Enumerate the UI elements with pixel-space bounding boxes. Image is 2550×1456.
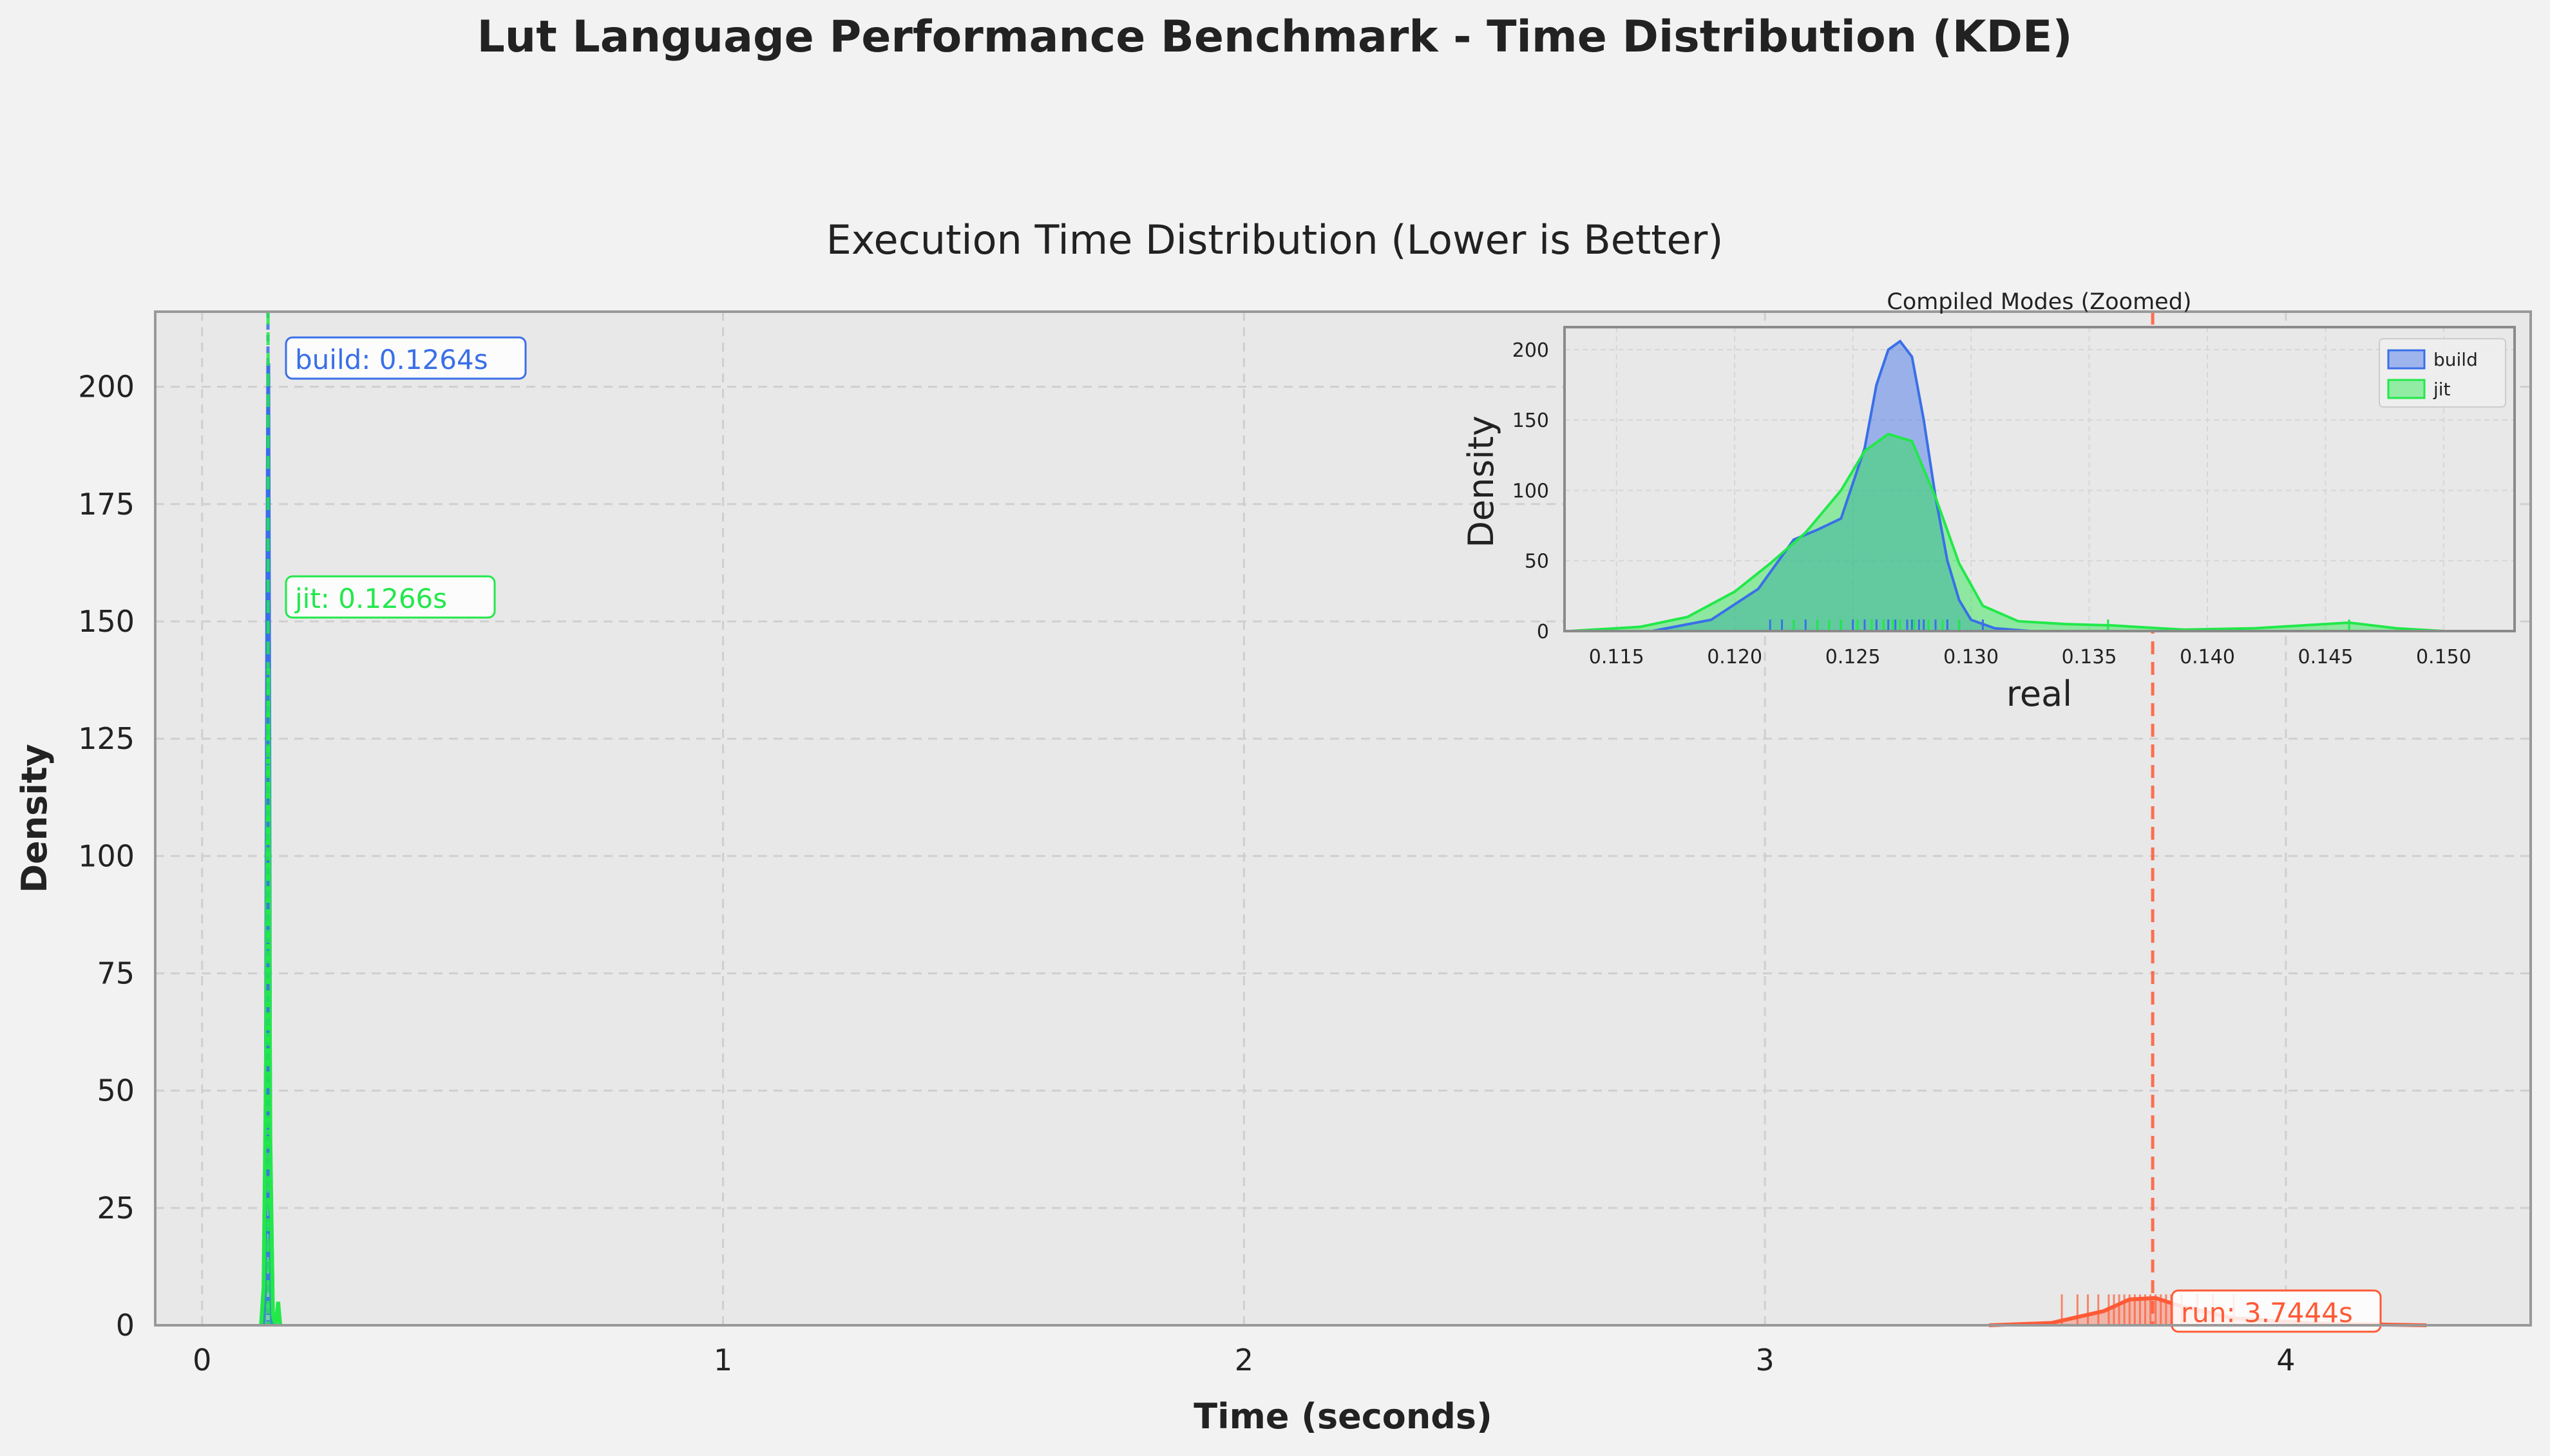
- inset-density-area-build: [1651, 341, 2030, 631]
- inset-x-axis-label: real: [2006, 674, 2072, 714]
- inset-y-axis-label: Density: [1461, 415, 1501, 547]
- inset-title: Compiled Modes (Zoomed): [1887, 289, 2191, 315]
- figure-suptitle: Lut Language Performance Benchmark - Tim…: [477, 12, 2072, 62]
- inset-legend: build jit: [2379, 338, 2506, 408]
- inset-x-tick-label: 0.150: [2416, 646, 2471, 668]
- main-chart-title: Execution Time Distribution (Lower is Be…: [826, 216, 1724, 263]
- inset-chart: Compiled Modes (Zoomed) 0.115 0.120 0.125 0…: [1461, 289, 2516, 714]
- inset-y-tick-label: 150: [1512, 410, 1549, 432]
- main-y-tick-label: 50: [97, 1073, 135, 1108]
- inset-x-tick-label: 0.140: [2180, 646, 2235, 668]
- main-y-tick-label: 125: [78, 721, 135, 756]
- main-annotation-build: build: 0.1264s: [295, 344, 488, 375]
- inset-plot-frame: [1563, 326, 2516, 632]
- inset-legend-label-jit: jit: [2433, 379, 2451, 400]
- main-y-tick-label: 0: [116, 1308, 135, 1343]
- inset-x-tick-label: 0.120: [1707, 646, 1762, 668]
- inset-density-line-jit: [1569, 432, 2444, 632]
- inset-x-tick-label: 0.115: [1589, 646, 1644, 668]
- inset-legend-label-build: build: [2433, 349, 2478, 370]
- main-x-tick-label: 3: [1755, 1343, 1774, 1377]
- main-x-tick-label: 1: [714, 1343, 732, 1377]
- main-density-line-jit: [259, 668, 283, 1326]
- main-series: [259, 312, 2427, 1327]
- inset-y-tick-label: 0: [1537, 621, 1549, 643]
- inset-background: [1565, 327, 2515, 631]
- inset-y-tick-label: 200: [1512, 339, 1549, 362]
- main-y-axis-label: Density: [14, 744, 55, 893]
- main-annotation-box-build: [285, 336, 527, 380]
- main-annotations: build: 0.1264s jit: 0.1266s run: 3.7444s: [285, 336, 2382, 1333]
- main-x-tick-label: 4: [2276, 1343, 2295, 1377]
- inset-legend-swatch-build: [2387, 349, 2426, 370]
- inset-legend-swatch-jit: [2387, 379, 2426, 399]
- main-y-tick-label: 75: [97, 956, 135, 990]
- main-annotation-box-jit: [285, 575, 496, 619]
- inset-legend-box: [2379, 338, 2506, 408]
- inset-ticks: 0.115 0.120 0.125 0.130 0.135 0.140 0.145 0.150…: [1512, 339, 2471, 668]
- main-y-tick-label: 175: [78, 487, 135, 522]
- main-x-axis-label: Time (seconds): [1194, 1396, 1492, 1437]
- inset-x-tick-label: 0.125: [1825, 646, 1881, 668]
- main-plot-frame: [154, 310, 2532, 1327]
- inset-y-tick-label: 100: [1512, 480, 1549, 502]
- inset-x-tick-label: 0.145: [2298, 646, 2354, 668]
- main-annotation-box-run: [2171, 1289, 2382, 1333]
- main-annotation-jit: jit: 0.1266s: [294, 583, 447, 614]
- main-annotation-run: run: 3.7444s: [2181, 1297, 2353, 1328]
- main-y-tick-label: 25: [97, 1191, 135, 1225]
- main-ticks: 0 1 2 3 4 0 25 50 75 100 125 150 175 200: [78, 370, 2295, 1377]
- inset-x-tick-label: 0.135: [2062, 646, 2117, 668]
- main-x-tick-label: 0: [193, 1343, 211, 1377]
- main-y-tick-label: 200: [78, 370, 135, 404]
- inset-y-tick-label: 50: [1525, 551, 1549, 573]
- inset-series: [1569, 339, 2444, 632]
- main-x-tick-label: 2: [1235, 1343, 1253, 1377]
- inset-density-area-jit: [1569, 434, 2444, 631]
- main-y-tick-label: 100: [78, 838, 135, 873]
- inset-x-tick-label: 0.130: [1943, 646, 1999, 668]
- main-y-tick-label: 150: [78, 604, 135, 639]
